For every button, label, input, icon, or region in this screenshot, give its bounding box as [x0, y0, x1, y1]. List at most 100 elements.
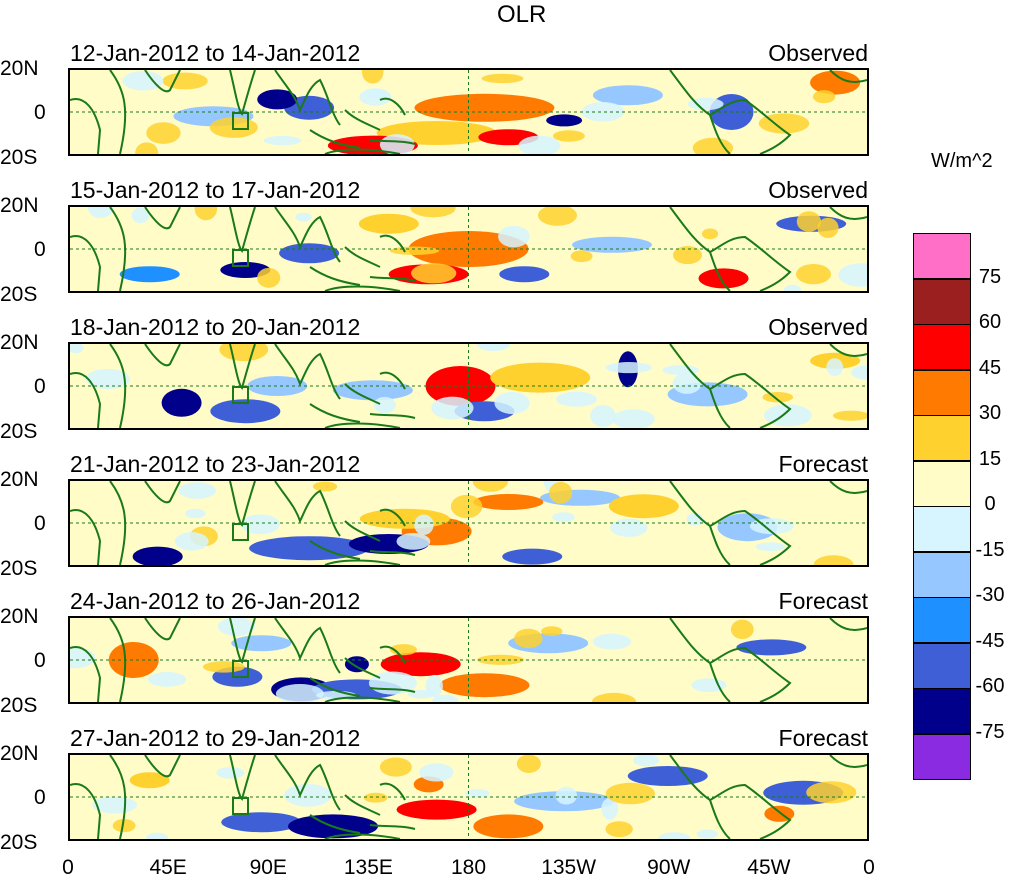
anomaly-contour: [494, 391, 530, 415]
latitude-label: 20S: [0, 557, 38, 580]
anomaly-contour: [516, 755, 541, 774]
anomaly-contour: [662, 365, 700, 376]
anomaly-contour: [518, 135, 561, 154]
coastline: [669, 618, 792, 702]
anomaly-contour: [202, 661, 245, 673]
anomaly-contour: [332, 380, 413, 401]
coastline: [70, 481, 127, 565]
coastline: [144, 207, 181, 230]
anomaly-contour: [481, 73, 524, 84]
coastline: [669, 481, 792, 565]
map-panel: 24-Jan-2012 to 26-Jan-2012 Forecast 20N 0 20…: [0, 548, 880, 717]
anomaly-contour: [184, 508, 206, 519]
region-box: [232, 797, 249, 815]
panel-type-tag: Forecast: [778, 588, 868, 614]
olr-anomaly-map: [68, 753, 869, 841]
latitude-label: 0: [34, 512, 46, 535]
anomaly-contour: [601, 798, 619, 820]
anomaly-contour: [556, 391, 597, 407]
anomaly-contour: [122, 70, 164, 91]
coastline: [669, 70, 792, 154]
region-box: [232, 249, 249, 267]
legend-swatch: [913, 233, 971, 279]
figure-title: OLR: [497, 1, 547, 28]
anomaly-contour: [312, 481, 338, 492]
olr-anomaly-map: [68, 205, 869, 293]
map-panel: 18-Jan-2012 to 20-Jan-2012 Observed 20N 0 20…: [0, 274, 880, 443]
anomaly-contour: [701, 228, 719, 240]
legend-swatch: [913, 278, 971, 325]
anomaly-contour: [414, 514, 434, 535]
anomaly-contour: [477, 654, 525, 665]
anomaly-contour: [284, 783, 332, 807]
anomaly-contour: [605, 782, 655, 805]
anomaly-contour: [672, 372, 702, 394]
region-box: [232, 112, 249, 130]
anomaly-contour: [817, 217, 839, 239]
longitude-label: 45W: [747, 856, 791, 879]
anomaly-contour: [129, 772, 170, 789]
anomaly-contour: [178, 482, 216, 499]
latitude-label: 20S: [0, 831, 38, 854]
longitude-label: 135W: [541, 856, 597, 879]
legend-value-label: 60: [978, 311, 1002, 333]
anomaly-contour: [279, 243, 340, 264]
longitude-label: 45E: [149, 856, 187, 879]
anomaly-contour: [257, 267, 281, 288]
longitude-label: 0: [62, 856, 74, 879]
anomaly-contour: [216, 767, 245, 779]
anomaly-contour: [592, 85, 663, 106]
map-panel: 12-Jan-2012 to 14-Jan-2012 Observed 20N 0 20…: [0, 0, 880, 169]
anomaly-contour: [410, 207, 456, 218]
anomaly-contour: [240, 514, 280, 535]
legend-swatch: [913, 369, 971, 416]
latitude-label: 20S: [0, 420, 38, 443]
anomaly-contour: [608, 494, 679, 519]
legend-value-label: -60: [975, 675, 1005, 697]
latitude-label: 20N: [0, 331, 39, 354]
coastline: [70, 755, 127, 839]
coastline: [829, 207, 867, 220]
legend-value-label: 0: [984, 493, 996, 515]
anomaly-contour: [698, 268, 749, 289]
coastline: [669, 207, 792, 291]
anomaly-contour: [361, 70, 384, 84]
latitude-label: 0: [34, 238, 46, 261]
anomaly-contour: [581, 101, 625, 122]
anomaly-contour: [414, 93, 555, 122]
coastline: [144, 344, 181, 367]
anomaly-contour: [363, 792, 388, 803]
anomaly-contour: [380, 652, 461, 677]
anomaly-contour: [217, 618, 256, 637]
latitude-label: 20N: [0, 742, 39, 765]
anomaly-contour: [419, 763, 454, 782]
anomaly-contour: [389, 246, 440, 255]
legend-value-label: 75: [978, 265, 1002, 288]
anomaly-contour: [696, 829, 718, 839]
coastline: [829, 618, 867, 631]
coastline: [70, 618, 127, 702]
anomaly-contour: [537, 207, 577, 226]
map-panel: 27-Jan-2012 to 29-Jan-2012 Forecast 20N 0 20…: [0, 685, 880, 854]
coastline: [274, 344, 416, 428]
anomaly-contour: [687, 97, 724, 111]
anomaly-contour: [832, 410, 867, 421]
anomaly-contour: [432, 694, 459, 702]
anomaly-contour: [450, 494, 483, 519]
coastline: [229, 207, 256, 253]
panel-date-range: 21-Jan-2012 to 23-Jan-2012: [70, 451, 361, 477]
anomaly-contour: [546, 114, 583, 127]
panel-type-tag: Observed: [768, 314, 868, 340]
anomaly-contour: [379, 134, 415, 154]
anomaly-contour: [473, 814, 544, 839]
panel-type-tag: Observed: [768, 177, 868, 203]
anomaly-contour: [210, 399, 281, 424]
legend-units-label: W/m^2: [931, 150, 993, 172]
coastline: [669, 755, 792, 839]
anomaly-contour: [344, 656, 369, 673]
region-box: [232, 386, 249, 404]
anomaly-contour: [108, 642, 159, 678]
anomaly-contour: [70, 344, 84, 354]
coastline: [274, 70, 416, 154]
legend-swatch: [913, 551, 971, 598]
